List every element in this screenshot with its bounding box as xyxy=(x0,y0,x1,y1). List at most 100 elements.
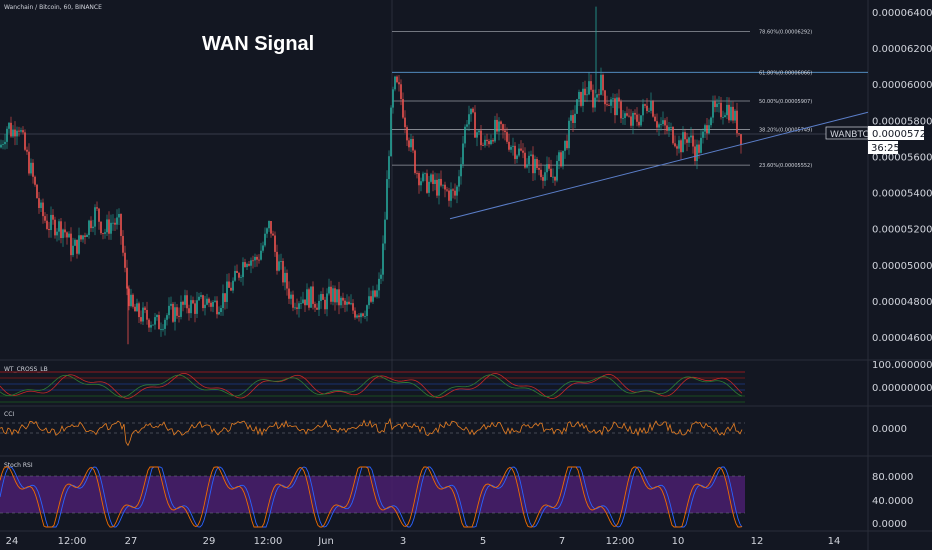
candle-body xyxy=(212,301,214,307)
candle-body xyxy=(598,94,600,96)
candle-body xyxy=(680,140,682,153)
candle-body xyxy=(508,141,510,150)
candle-body xyxy=(240,277,242,278)
candle-body xyxy=(328,286,330,294)
candle-body xyxy=(438,178,440,196)
candle-body xyxy=(670,127,672,128)
candle-body xyxy=(214,300,216,302)
candle-body xyxy=(278,261,280,271)
stoch-rsi-label: Stoch RSI xyxy=(4,462,33,469)
candle-body xyxy=(170,303,172,306)
last-price-tag: WANBTC 0.00005720 36:25 xyxy=(825,126,932,154)
ascending-trendline[interactable] xyxy=(449,111,869,220)
stoch-rsi-pane[interactable]: Stoch RSI xyxy=(0,462,745,528)
candle-body xyxy=(82,235,84,240)
candle-body xyxy=(582,88,584,106)
candle-body xyxy=(414,150,416,173)
candle-body xyxy=(326,293,328,310)
candle-body xyxy=(396,76,398,83)
candle-body xyxy=(362,313,364,317)
candle-body xyxy=(572,115,574,123)
candle-body xyxy=(264,233,266,246)
candle-body xyxy=(188,308,190,314)
candle-body xyxy=(250,260,252,266)
candle-body xyxy=(262,245,264,251)
candle-body xyxy=(550,168,552,178)
price-tag-box xyxy=(868,126,924,140)
candle-body xyxy=(68,233,70,238)
candle-body xyxy=(462,143,464,165)
time-axis[interactable]: 24 12:00 27 29 12:00 Jun 3 5 7 12:00 10 12 14 xyxy=(6,536,841,547)
price-tick-label: 0.00004600 xyxy=(872,333,932,344)
candle-body xyxy=(330,286,332,302)
candle-body xyxy=(604,90,606,105)
fib-level-label: 38.20%(0.00005749) xyxy=(759,128,812,134)
candle-body xyxy=(298,303,300,309)
candle-body xyxy=(596,94,598,98)
candle-body xyxy=(130,294,132,307)
candle-body xyxy=(322,294,324,300)
candle-body xyxy=(74,239,76,246)
candle-body xyxy=(44,216,46,221)
candle-body xyxy=(70,233,72,256)
candle-body xyxy=(370,296,372,302)
candle-body xyxy=(708,125,710,134)
candle-body xyxy=(94,207,96,227)
candle-body xyxy=(472,108,474,113)
candle-body xyxy=(338,289,340,306)
candle-body xyxy=(578,91,580,100)
time-tick-label: 7 xyxy=(559,536,565,547)
candle-body xyxy=(460,164,462,177)
cci-line xyxy=(0,417,743,447)
candle-body xyxy=(394,76,396,90)
candle-body xyxy=(18,130,20,132)
candle-body xyxy=(522,150,524,153)
candle-body xyxy=(390,107,392,157)
candle-body xyxy=(600,74,602,95)
candle-body xyxy=(424,173,426,175)
candle-body xyxy=(310,286,312,308)
candle-body xyxy=(436,179,438,196)
fib-retracement[interactable]: 78.60%(0.00006292) 61.80%(0.00006066) 50.0… xyxy=(392,30,868,170)
candle-body xyxy=(510,146,512,150)
candle-body xyxy=(304,299,306,306)
candle-body xyxy=(466,124,468,127)
candle-body xyxy=(482,145,484,147)
candle-body xyxy=(20,130,22,132)
candle-body xyxy=(658,124,660,128)
candle-body xyxy=(426,173,428,193)
candle-body xyxy=(618,97,620,102)
candle-body xyxy=(498,121,500,132)
candle-body xyxy=(162,328,164,330)
candle-body xyxy=(40,202,42,208)
candle-body xyxy=(234,270,236,281)
candle-body xyxy=(294,307,296,309)
candle-body xyxy=(632,112,634,126)
trendline[interactable] xyxy=(449,111,869,220)
candle-body xyxy=(544,172,546,181)
candle-body xyxy=(198,296,200,301)
candle-body xyxy=(346,301,348,305)
candle-body xyxy=(102,233,104,234)
candle-body xyxy=(182,301,184,305)
candle-body xyxy=(570,115,572,121)
candle-body xyxy=(624,113,626,119)
candle-body xyxy=(324,299,326,310)
countdown-value: 36:25 xyxy=(871,143,900,154)
candle-body xyxy=(696,144,698,162)
wt-cross-pane[interactable]: WT_CROSS_LB xyxy=(0,366,745,403)
candle-body xyxy=(142,307,144,322)
candle-body xyxy=(478,130,480,133)
candle-body xyxy=(568,120,570,149)
candle-body xyxy=(474,112,476,138)
candle-body xyxy=(728,104,730,121)
candle-body xyxy=(652,101,654,117)
candle-body xyxy=(614,98,616,116)
candle-body xyxy=(46,220,48,229)
cci-pane[interactable]: CCI xyxy=(0,411,745,447)
candle-body xyxy=(356,315,358,318)
candle-body xyxy=(272,233,274,236)
price-axis[interactable]: 0.00006400 0.00006200 0.00006000 0.00005800… xyxy=(872,8,932,344)
